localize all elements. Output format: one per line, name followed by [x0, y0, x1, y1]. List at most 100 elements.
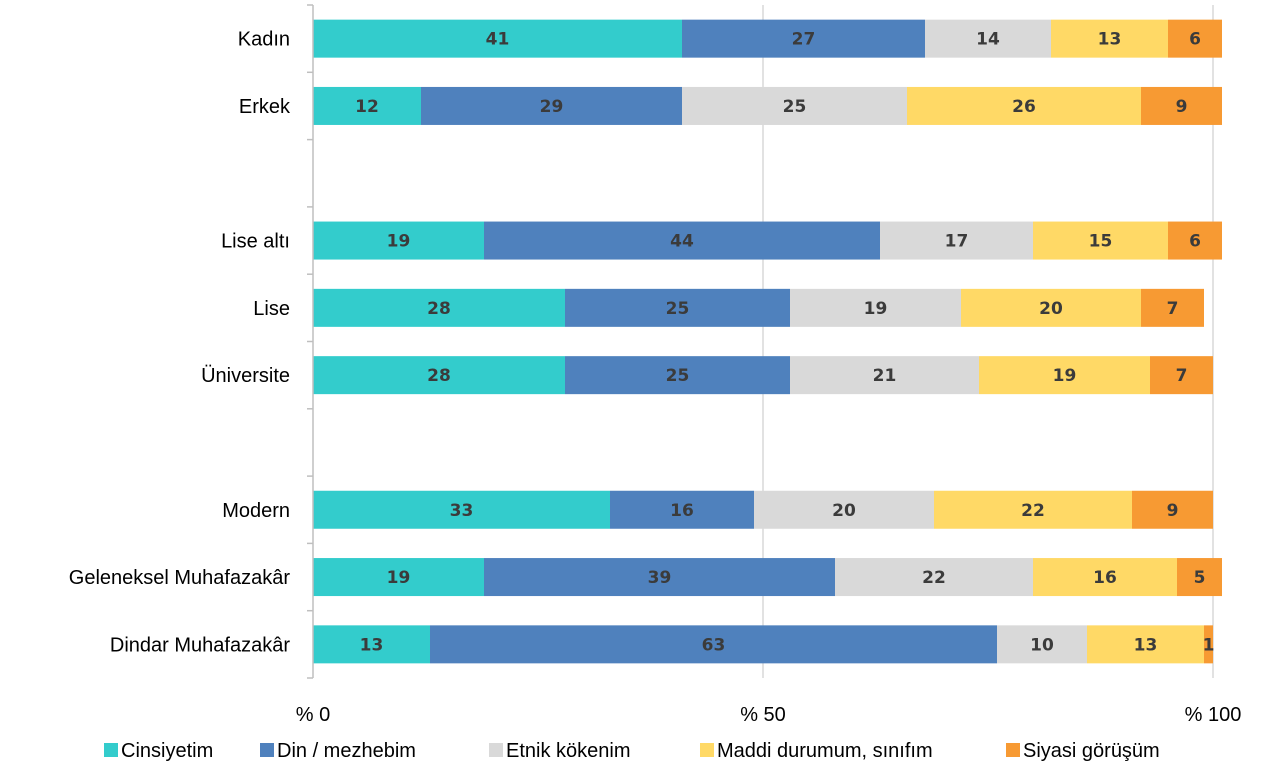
data-label-geleneksel-muhafazakar-siyasi-gorusum: 5: [1194, 568, 1206, 588]
bar-universite-siyasi-gorusum: [1150, 356, 1213, 395]
legend-label-siyasi-gorusum: Siyasi görüşüm: [1023, 740, 1160, 762]
legend-swatch-maddi-durumum-sinifim: [700, 743, 714, 757]
data-label-lise-maddi-durumum-sinifim: 20: [1039, 299, 1063, 319]
data-label-lise-alti-din-mezhebim: 44: [670, 232, 694, 252]
data-label-lise-alti-cinsiyetim: 19: [387, 232, 411, 252]
data-label-universite-siyasi-gorusum: 7: [1176, 366, 1188, 386]
category-label-modern: Modern: [222, 500, 290, 522]
data-label-universite-cinsiyetim: 28: [427, 366, 451, 386]
bar-geleneksel-muhafazakar-din-mezhebim: [484, 558, 835, 597]
bar-kadin-siyasi-gorusum: [1168, 19, 1222, 58]
bar-erkek-siyasi-gorusum: [1141, 86, 1222, 125]
bar-dindar-muhafazakar-etnik-kokenim: [997, 625, 1087, 664]
data-label-dindar-muhafazakar-maddi-durumum-sinifim: 13: [1134, 635, 1158, 655]
bar-erkek-din-mezhebim: [421, 86, 682, 125]
data-label-universite-maddi-durumum-sinifim: 19: [1053, 366, 1077, 386]
bar-erkek-maddi-durumum-sinifim: [907, 86, 1141, 125]
bar-dindar-muhafazakar-din-mezhebim: [430, 625, 997, 664]
legend-label-cinsiyetim: Cinsiyetim: [121, 740, 213, 762]
data-label-geleneksel-muhafazakar-din-mezhebim: 39: [648, 568, 672, 588]
legend-swatch-cinsiyetim: [104, 743, 118, 757]
data-label-lise-siyasi-gorusum: 7: [1167, 299, 1179, 319]
bar-modern-din-mezhebim: [610, 490, 754, 529]
value-axis-ticks: % 0 % 50 % 100: [296, 704, 1242, 726]
category-label-lise-alti: Lise altı: [221, 231, 290, 253]
data-label-dindar-muhafazakar-cinsiyetim: 13: [360, 635, 384, 655]
data-label-kadin-etnik-kokenim: 14: [976, 30, 1000, 50]
data-label-geleneksel-muhafazakar-cinsiyetim: 19: [387, 568, 411, 588]
category-label-kadin: Kadın: [238, 29, 290, 51]
data-label-kadin-siyasi-gorusum: 6: [1189, 30, 1201, 50]
bar-kadin-din-mezhebim: [682, 19, 925, 58]
data-label-lise-cinsiyetim: 28: [427, 299, 451, 319]
data-label-kadin-cinsiyetim: 41: [486, 30, 510, 50]
data-label-modern-din-mezhebim: 16: [670, 501, 694, 521]
bar-erkek-etnik-kokenim: [682, 86, 907, 125]
bar-lise-maddi-durumum-sinifim: [961, 288, 1141, 327]
data-label-modern-maddi-durumum-sinifim: 22: [1021, 501, 1045, 521]
category-label-universite: Üniversite: [201, 365, 290, 387]
data-label-dindar-muhafazakar-din-mezhebim: 63: [702, 635, 726, 655]
bar-universite-etnik-kokenim: [790, 356, 979, 395]
data-label-dindar-muhafazakar-etnik-kokenim: 10: [1030, 635, 1054, 655]
x-tick-label-100: % 100: [1185, 704, 1242, 726]
bar-kadin-etnik-kokenim: [925, 19, 1051, 58]
category-axis: Kadın Erkek Lise altı Lise Üniversite Modern G…: [69, 4, 314, 679]
bar-kadin-cinsiyetim: [313, 19, 682, 58]
data-label-geleneksel-muhafazakar-etnik-kokenim: 22: [922, 568, 946, 588]
legend-swatch-siyasi-gorusum: [1006, 743, 1020, 757]
data-label-erkek-din-mezhebim: 29: [540, 97, 564, 117]
bar-lise-siyasi-gorusum: [1141, 288, 1204, 327]
bar-kadin-maddi-durumum-sinifim: [1051, 19, 1168, 58]
bar-lise-din-mezhebim: [565, 288, 790, 327]
bar-erkek-cinsiyetim: [313, 86, 421, 125]
legend: Cinsiyetim Din / mezhebim Etnik kökenim Mad…: [104, 740, 1160, 762]
bar-geleneksel-muhafazakar-cinsiyetim: [313, 558, 484, 597]
data-label-lise-alti-etnik-kokenim: 17: [945, 232, 969, 252]
data-label-lise-alti-siyasi-gorusum: 6: [1189, 232, 1201, 252]
bar-lise-alti-siyasi-gorusum: [1168, 221, 1222, 260]
data-label-universite-din-mezhebim: 25: [666, 366, 690, 386]
bar-geleneksel-muhafazakar-siyasi-gorusum: [1177, 558, 1222, 597]
bar-universite-maddi-durumum-sinifim: [979, 356, 1150, 395]
category-label-erkek: Erkek: [239, 96, 291, 118]
data-label-dindar-muhafazakar-siyasi-gorusum: 1: [1203, 635, 1215, 655]
data-label-modern-siyasi-gorusum: 9: [1167, 501, 1179, 521]
bar-lise-alti-etnik-kokenim: [880, 221, 1033, 260]
bar-modern-siyasi-gorusum: [1132, 490, 1213, 529]
data-label-universite-etnik-kokenim: 21: [873, 366, 897, 386]
bar-dindar-muhafazakar-maddi-durumum-sinifim: [1087, 625, 1204, 664]
bar-lise-alti-maddi-durumum-sinifim: [1033, 221, 1168, 260]
legend-label-maddi-durumum-sinifim: Maddi durumum, sınıfım: [717, 740, 933, 762]
bar-dindar-muhafazakar-cinsiyetim: [313, 625, 430, 664]
x-tick-label-0: % 0: [296, 704, 330, 726]
data-label-erkek-siyasi-gorusum: 9: [1176, 97, 1188, 117]
bars: 41 27 14 13 612 29 25 26 919 44 17 15 628 25 19 20 728 25…: [313, 19, 1222, 664]
data-label-geleneksel-muhafazakar-maddi-durumum-sinifim: 16: [1093, 568, 1117, 588]
bar-lise-cinsiyetim: [313, 288, 565, 327]
data-label-lise-din-mezhebim: 25: [666, 299, 690, 319]
legend-swatch-din-mezhebim: [260, 743, 274, 757]
data-label-erkek-etnik-kokenim: 25: [783, 97, 807, 117]
category-label-dindar-muhafazakar: Dindar Muhafazakâr: [110, 634, 290, 656]
data-label-lise-alti-maddi-durumum-sinifim: 15: [1089, 232, 1113, 252]
data-label-modern-cinsiyetim: 33: [450, 501, 474, 521]
data-label-kadin-din-mezhebim: 27: [792, 30, 816, 50]
bar-lise-etnik-kokenim: [790, 288, 961, 327]
data-label-erkek-cinsiyetim: 12: [355, 97, 379, 117]
bar-dindar-muhafazakar-siyasi-gorusum: [1204, 625, 1213, 664]
bar-lise-alti-cinsiyetim: [313, 221, 484, 260]
bar-modern-maddi-durumum-sinifim: [934, 490, 1132, 529]
x-tick-label-50: % 50: [740, 704, 786, 726]
legend-swatch-etnik-kokenim: [489, 743, 503, 757]
bar-universite-din-mezhebim: [565, 356, 790, 395]
bar-universite-cinsiyetim: [313, 356, 565, 395]
data-label-erkek-maddi-durumum-sinifim: 26: [1012, 97, 1036, 117]
category-label-lise: Lise: [253, 298, 290, 320]
bar-geleneksel-muhafazakar-maddi-durumum-sinifim: [1033, 558, 1177, 597]
bar-geleneksel-muhafazakar-etnik-kokenim: [835, 558, 1033, 597]
data-label-kadin-maddi-durumum-sinifim: 13: [1098, 30, 1122, 50]
legend-label-din-mezhebim: Din / mezhebim: [277, 740, 416, 762]
data-label-modern-etnik-kokenim: 20: [832, 501, 856, 521]
